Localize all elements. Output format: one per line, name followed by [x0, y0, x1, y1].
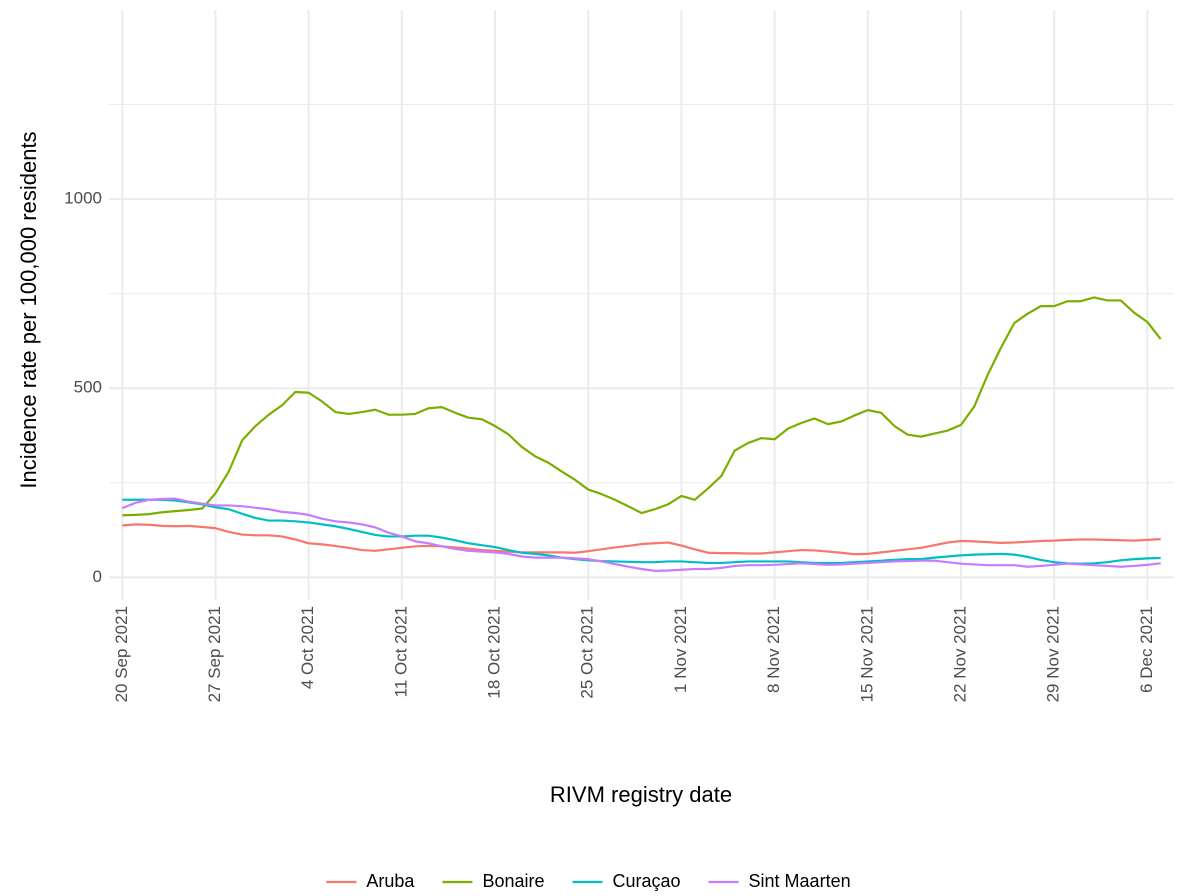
y-tick-label: 1000: [64, 189, 102, 208]
series-line: [122, 296, 1162, 517]
legend: Aruba Bonaire Curaçao Sint Maarten: [326, 871, 851, 891]
y-axis-title: Incidence rate per 100,000 residents: [16, 131, 41, 488]
x-tick-label: 22 Nov 2021: [950, 606, 969, 702]
legend-label: Sint Maarten: [749, 871, 851, 891]
x-tick-label: 18 Oct 2021: [485, 606, 504, 699]
x-tick-label: 8 Nov 2021: [764, 606, 783, 693]
x-tick-label: 1 Nov 2021: [671, 606, 690, 693]
series-line: [121, 497, 1161, 572]
legend-label: Curaçao: [612, 871, 680, 891]
legend-label: Bonaire: [482, 871, 544, 891]
x-tick-label: 29 Nov 2021: [1044, 606, 1063, 702]
legend-label: Aruba: [366, 871, 415, 891]
grid: [109, 10, 1174, 600]
x-axis-title: RIVM registry date: [550, 782, 732, 807]
x-tick-label: 15 Nov 2021: [857, 606, 876, 702]
series-line: [122, 523, 1161, 556]
x-tick-label: 27 Sep 2021: [205, 606, 224, 702]
y-tick-label: 0: [93, 567, 102, 586]
x-tick-label: 25 Oct 2021: [578, 606, 597, 699]
x-tick-label: 20 Sep 2021: [112, 606, 131, 702]
y-tick-label: 500: [74, 378, 102, 397]
x-tick-label: 11 Oct 2021: [391, 606, 410, 697]
x-tick-label: 4 Oct 2021: [298, 606, 317, 689]
series-line: [122, 498, 1161, 565]
x-tick-label: 6 Dec 2021: [1137, 606, 1156, 693]
